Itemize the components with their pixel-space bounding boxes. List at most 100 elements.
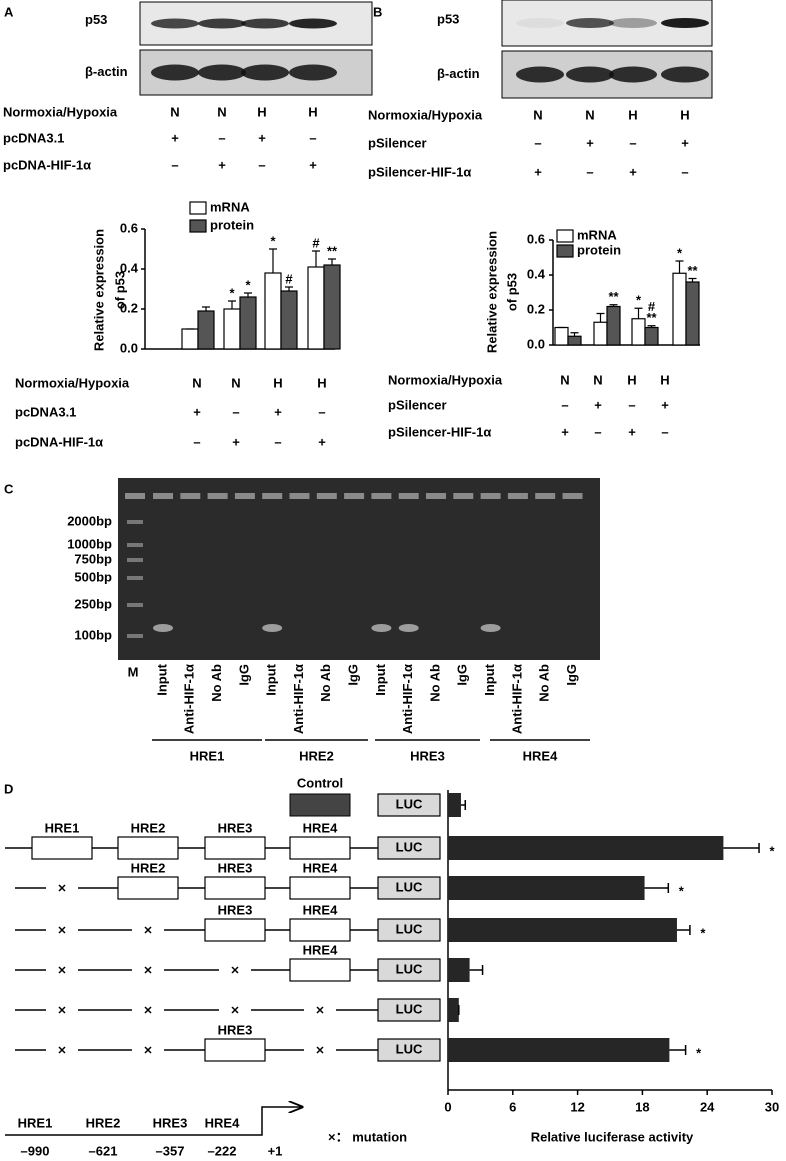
- condition-value: –: [586, 164, 593, 179]
- condition-value: +: [232, 434, 240, 449]
- bar: [448, 958, 470, 982]
- significance-mark: *: [700, 925, 706, 940]
- mutation-mark: [144, 1046, 152, 1054]
- bar: [239, 296, 257, 350]
- hre-label: HRE4: [303, 902, 338, 917]
- condition-value: H: [628, 107, 637, 122]
- x-tick-label: 6: [509, 1099, 516, 1114]
- marker-label: 500bp: [74, 569, 112, 584]
- mutation-mark: [231, 966, 239, 974]
- legend-label: protein: [577, 242, 621, 257]
- error-bar: [675, 260, 684, 274]
- y-tick-label: 0.6: [527, 231, 545, 246]
- condition-value: H: [257, 104, 266, 119]
- ladder-band: [127, 543, 143, 547]
- lane-label: Input: [154, 663, 169, 695]
- error-bar: [644, 883, 670, 893]
- lane-label: No Ab: [537, 664, 552, 702]
- promoter-position: –621: [89, 1143, 118, 1158]
- y-tick-label: 0.0: [120, 340, 138, 355]
- y-tick-label: 0.0: [527, 336, 545, 351]
- promoter-line: [5, 1107, 302, 1136]
- hre-label: HRE4: [303, 942, 338, 957]
- hre-box: [204, 918, 266, 942]
- mutation-mark: [144, 966, 152, 974]
- x-tick-label: 30: [765, 1099, 779, 1114]
- condition-value: H: [680, 107, 689, 122]
- x-tick-label: 0: [444, 1099, 451, 1114]
- bar: [593, 321, 608, 346]
- condition-value: –: [561, 397, 568, 412]
- promoter-position: –222: [208, 1143, 237, 1158]
- band-label: β-actin: [85, 64, 128, 79]
- panel-label: C: [4, 481, 14, 496]
- reporter-label: LUC: [396, 796, 423, 811]
- condition-value: +: [681, 135, 689, 150]
- condition-value: N: [231, 375, 240, 390]
- error-bar: [676, 925, 691, 935]
- condition-value: +: [534, 164, 542, 179]
- legend-label: mRNA: [210, 199, 250, 214]
- panel-label: A: [4, 4, 14, 19]
- reporter-label: LUC: [396, 879, 423, 894]
- bar: [448, 836, 724, 860]
- error-bar: [244, 292, 252, 297]
- error-bar: [596, 312, 605, 323]
- bar: [631, 318, 646, 346]
- hre-label: HRE3: [218, 1022, 253, 1037]
- y-axis-label: of p53: [112, 271, 127, 309]
- blot-band: [151, 18, 199, 29]
- significance-mark: #: [312, 235, 320, 250]
- blot-band: [198, 18, 246, 29]
- mutation-mark: [58, 1006, 66, 1014]
- legend-swatch: [556, 244, 574, 258]
- bar: [264, 272, 282, 350]
- condition-value: N: [192, 375, 201, 390]
- condition-value: –: [318, 404, 325, 419]
- lane-label: Anti-HIF-1α: [182, 664, 197, 734]
- group-label: HRE3: [410, 748, 445, 763]
- y-axis-label: Relative expression: [91, 229, 106, 351]
- significance-mark: *: [677, 245, 683, 260]
- lane-label: IgG: [564, 664, 579, 686]
- promoter-element: HRE3: [153, 1115, 188, 1130]
- group-label: HRE1: [190, 748, 225, 763]
- promoter-element: HRE2: [86, 1115, 121, 1130]
- band-label: p53: [85, 12, 107, 27]
- marker-label: 1000bp: [67, 536, 112, 551]
- gel-band: [398, 624, 419, 632]
- bar: [685, 281, 700, 346]
- mutation-mark: [316, 1046, 324, 1054]
- reporter-label: LUC: [396, 839, 423, 854]
- condition-value: +: [274, 404, 282, 419]
- error-bar: [723, 843, 760, 853]
- legend-swatch: [189, 219, 207, 233]
- bar: [197, 310, 215, 350]
- y-tick-label: 0.6: [120, 220, 138, 235]
- bar: [307, 266, 325, 350]
- condition-value: +: [629, 164, 637, 179]
- blot-band: [198, 64, 246, 81]
- error-bar: [269, 248, 277, 273]
- gel-well: [535, 493, 556, 499]
- gel-band: [262, 624, 283, 632]
- condition-value: –: [628, 397, 635, 412]
- promoter-position: –990: [21, 1143, 50, 1158]
- marker-label: 250bp: [74, 596, 112, 611]
- blot-band: [566, 18, 614, 28]
- marker-label: 2000bp: [67, 513, 112, 528]
- bar: [448, 876, 645, 900]
- hre-label: HRE1: [45, 820, 80, 835]
- hre-box: [117, 836, 179, 860]
- hre-box: [31, 836, 93, 860]
- lane-label: Input: [373, 663, 388, 695]
- mutation-mark: [231, 1006, 239, 1014]
- condition-value: –: [594, 424, 601, 439]
- reporter-box: [377, 793, 441, 817]
- condition-value: N: [533, 107, 542, 122]
- error-bar: [634, 307, 643, 319]
- reporter-label: LUC: [396, 1001, 423, 1016]
- lane-label: Anti-HIF-1α: [509, 664, 524, 734]
- bar: [644, 326, 659, 346]
- significance-mark: #: [285, 271, 293, 286]
